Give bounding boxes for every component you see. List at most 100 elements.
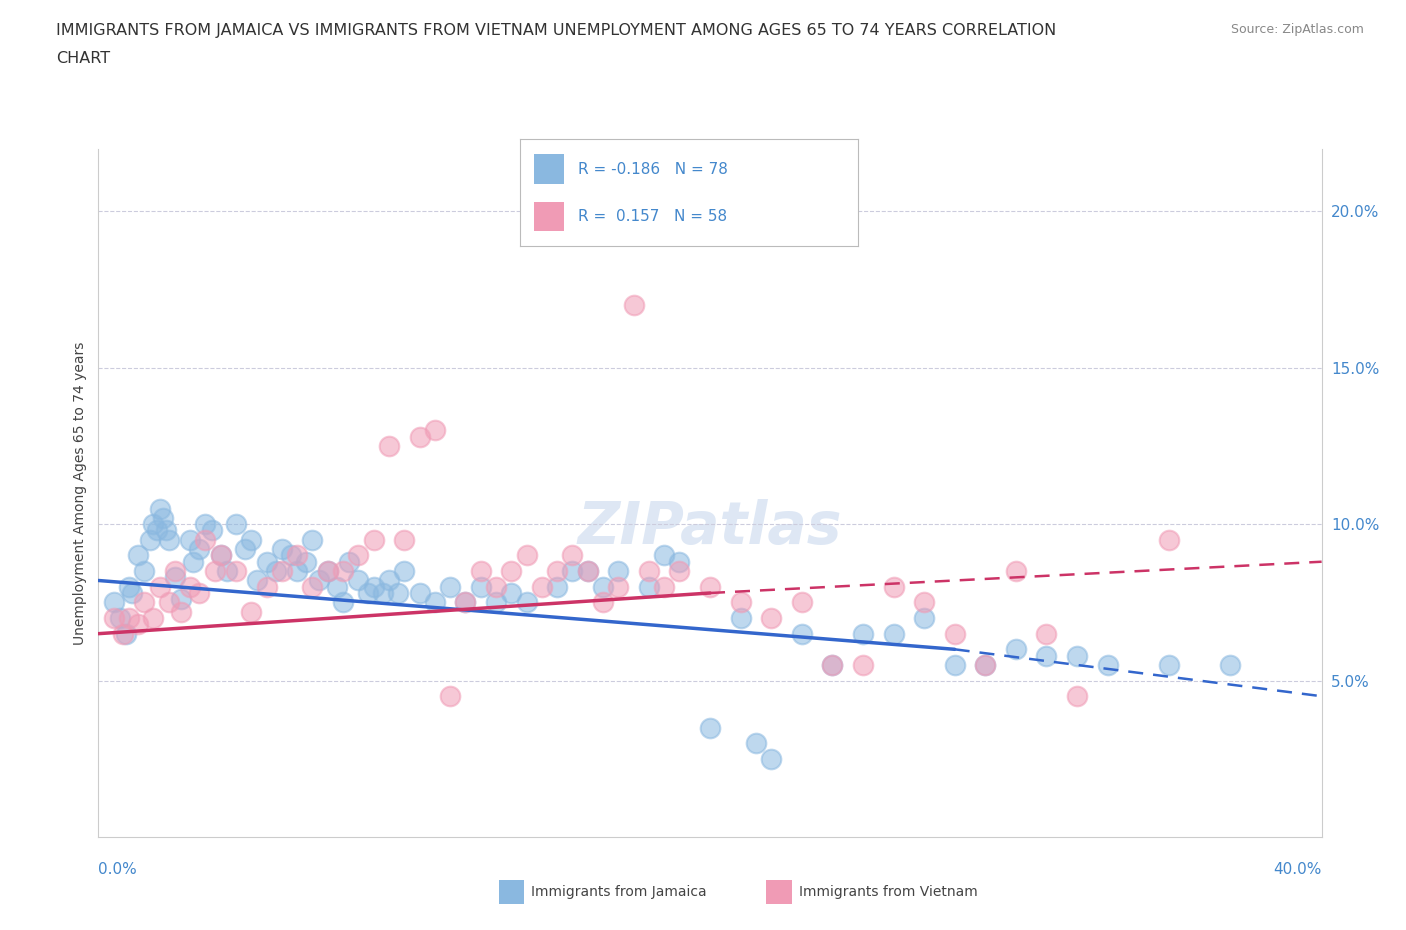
Point bbox=[256, 554, 278, 569]
Point bbox=[209, 548, 232, 563]
Point bbox=[170, 604, 193, 619]
Point bbox=[790, 595, 813, 610]
Point bbox=[332, 564, 354, 578]
Point bbox=[240, 604, 263, 619]
Point bbox=[103, 611, 125, 626]
Point bbox=[790, 626, 813, 641]
Point bbox=[134, 564, 156, 578]
Point bbox=[127, 617, 149, 631]
Point bbox=[652, 579, 675, 594]
Point bbox=[576, 564, 599, 578]
Point bbox=[264, 564, 287, 578]
Point bbox=[470, 564, 492, 578]
Point bbox=[745, 736, 768, 751]
Point bbox=[378, 439, 401, 454]
Point bbox=[121, 586, 143, 601]
Point bbox=[170, 591, 193, 606]
Point bbox=[1066, 648, 1088, 663]
Text: CHART: CHART bbox=[56, 51, 110, 66]
Point bbox=[209, 548, 232, 563]
Point bbox=[1157, 532, 1180, 547]
Point bbox=[115, 626, 138, 641]
Point bbox=[607, 579, 630, 594]
Point bbox=[454, 595, 477, 610]
Point bbox=[326, 579, 349, 594]
Point bbox=[546, 564, 568, 578]
Text: Immigrants from Vietnam: Immigrants from Vietnam bbox=[799, 884, 977, 899]
Text: 40.0%: 40.0% bbox=[1274, 862, 1322, 877]
Point bbox=[240, 532, 263, 547]
Point bbox=[356, 586, 378, 601]
Point bbox=[516, 595, 538, 610]
Point bbox=[974, 658, 997, 672]
Point bbox=[943, 658, 966, 672]
Point bbox=[592, 579, 614, 594]
Point bbox=[730, 595, 752, 610]
Point bbox=[852, 658, 875, 672]
Point bbox=[561, 564, 583, 578]
Point bbox=[439, 689, 461, 704]
Point bbox=[145, 523, 167, 538]
Point bbox=[270, 564, 294, 578]
Point bbox=[139, 532, 162, 547]
Point bbox=[157, 532, 180, 547]
Point bbox=[623, 298, 645, 312]
Point bbox=[1097, 658, 1119, 672]
Point bbox=[179, 579, 201, 594]
Text: ZIPatlas: ZIPatlas bbox=[578, 498, 842, 556]
Point bbox=[883, 579, 905, 594]
Point bbox=[501, 586, 523, 601]
Point bbox=[607, 564, 630, 578]
Point bbox=[852, 626, 875, 641]
Point bbox=[215, 564, 238, 578]
Point bbox=[316, 564, 339, 578]
Point bbox=[155, 523, 177, 538]
Point bbox=[470, 579, 492, 594]
Text: Immigrants from Jamaica: Immigrants from Jamaica bbox=[531, 884, 707, 899]
Point bbox=[200, 523, 222, 538]
Point bbox=[821, 658, 844, 672]
Point bbox=[1004, 564, 1026, 578]
Point bbox=[638, 579, 661, 594]
Text: IMMIGRANTS FROM JAMAICA VS IMMIGRANTS FROM VIETNAM UNEMPLOYMENT AMONG AGES 65 TO: IMMIGRANTS FROM JAMAICA VS IMMIGRANTS FR… bbox=[56, 23, 1056, 38]
Point bbox=[668, 564, 690, 578]
Point bbox=[316, 564, 339, 578]
Point bbox=[1157, 658, 1180, 672]
Point bbox=[233, 542, 256, 557]
Point bbox=[163, 570, 186, 585]
Point bbox=[821, 658, 844, 672]
Point bbox=[423, 595, 446, 610]
Point bbox=[638, 564, 661, 578]
Point bbox=[387, 586, 409, 601]
Point bbox=[561, 548, 583, 563]
Point bbox=[270, 542, 294, 557]
Point bbox=[163, 564, 186, 578]
Point bbox=[134, 595, 156, 610]
Point bbox=[363, 579, 385, 594]
Point bbox=[974, 658, 997, 672]
Point bbox=[118, 579, 141, 594]
Text: R =  0.157   N = 58: R = 0.157 N = 58 bbox=[578, 209, 727, 224]
Point bbox=[332, 595, 354, 610]
Point bbox=[111, 626, 134, 641]
Point bbox=[204, 564, 226, 578]
Point bbox=[188, 542, 211, 557]
Point bbox=[912, 595, 935, 610]
Point bbox=[280, 548, 302, 563]
Point bbox=[188, 586, 211, 601]
Point bbox=[149, 501, 172, 516]
Point bbox=[378, 573, 401, 588]
Point bbox=[592, 595, 614, 610]
Text: Source: ZipAtlas.com: Source: ZipAtlas.com bbox=[1230, 23, 1364, 36]
Point bbox=[363, 532, 385, 547]
Point bbox=[761, 751, 783, 766]
Point bbox=[181, 554, 204, 569]
Point bbox=[142, 517, 165, 532]
Point bbox=[392, 564, 416, 578]
Text: R = -0.186   N = 78: R = -0.186 N = 78 bbox=[578, 162, 727, 177]
Point bbox=[546, 579, 568, 594]
Point bbox=[285, 548, 308, 563]
Point bbox=[1219, 658, 1241, 672]
Point bbox=[285, 564, 308, 578]
Point bbox=[256, 579, 278, 594]
